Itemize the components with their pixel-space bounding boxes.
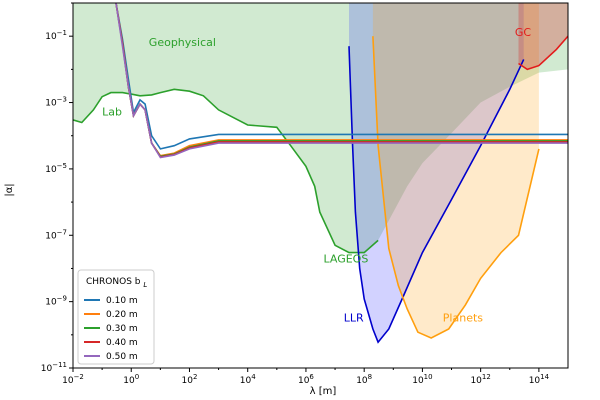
x-tick-label: 104 (240, 373, 256, 386)
legend-title: CHRONOS b L (86, 277, 147, 289)
plot-frame (72, 2, 569, 369)
x-axis-label: λ [m] (310, 386, 337, 397)
y-tick-label: 10−7 (45, 228, 67, 241)
annotation-lab: Lab (102, 106, 122, 119)
region-geophysical-lab (73, 3, 568, 253)
annotation-gc: GC (515, 26, 532, 39)
y-tick-label: 10−11 (41, 361, 67, 374)
x-tick-label: 100 (123, 373, 139, 386)
y-tick-label: 10−5 (45, 162, 67, 175)
y-tick-label: 10−3 (45, 96, 67, 109)
curve-gc (518, 35, 568, 71)
legend-label: 0.10 m (106, 296, 138, 306)
x-tick-label: 1010 (412, 373, 432, 386)
legend-box (77, 269, 155, 365)
x-tick-label: 1012 (470, 373, 490, 386)
curve-llr (348, 46, 525, 344)
legend-label: 0.30 m (106, 324, 138, 334)
annotation-lageos: LAGEOS (324, 253, 369, 266)
series-0-10-m (115, 3, 568, 150)
x-tick-label: 102 (182, 373, 198, 386)
curve-lageos (73, 88, 379, 254)
plot-area: Geophysical Lab LAGEOS LLR Planets GC (73, 3, 568, 344)
x-tick-label: 10−2 (62, 373, 84, 386)
region-gc (518, 3, 568, 70)
x-tick-label: 108 (356, 373, 372, 386)
region-planets (372, 3, 539, 338)
x-axis: 10−2 100 102 104 106 108 1010 1012 1014 (62, 368, 550, 386)
annotation-planets: Planets (443, 312, 483, 325)
annotation-geophysical: Geophysical (149, 36, 216, 49)
legend-label: 0.40 m (106, 338, 138, 348)
legend-label: 0.50 m (106, 352, 138, 362)
legend-label: 0.20 m (106, 310, 138, 320)
annotation-llr: LLR (344, 312, 364, 325)
y-axis-label: |α| (4, 183, 15, 196)
series-0-50-m (115, 3, 568, 159)
y-tick-label: 10−9 (45, 295, 67, 308)
y-tick-label: 10−1 (45, 29, 67, 42)
legend: CHRONOS b L 0.10 m 0.20 m 0.30 m 0.40 m 0.50 … (77, 269, 155, 365)
curve-planets (372, 36, 540, 339)
region-llr (349, 3, 524, 343)
y-axis: 10−1 10−3 10−5 10−7 10−9 10−11 (41, 2, 73, 374)
x-tick-label: 106 (298, 373, 314, 386)
x-tick-label: 1014 (529, 373, 550, 386)
